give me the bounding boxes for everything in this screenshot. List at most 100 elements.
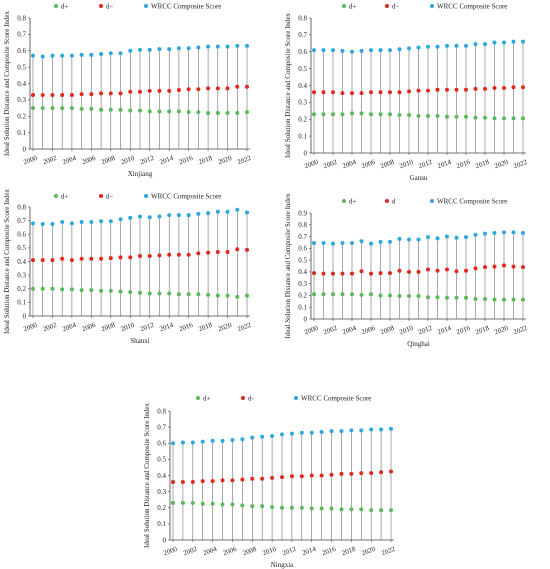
x-tick-label: 2004 [341, 158, 357, 170]
point-d-minus [312, 90, 316, 95]
point-d-plus [369, 112, 373, 117]
point-d-plus [407, 294, 411, 299]
point-d-minus [331, 271, 335, 276]
point-composite [60, 53, 65, 58]
point-d-minus [99, 91, 104, 96]
y-tick-label: 0.6 [298, 48, 307, 56]
point-d-plus [445, 114, 449, 119]
point-d-minus [369, 471, 374, 476]
point-d-minus [397, 90, 402, 95]
y-axis-label: Ideal Solution Distance and Composite Sc… [284, 12, 292, 158]
point-d-minus [138, 89, 142, 94]
point-composite [350, 241, 354, 246]
point-composite [378, 48, 383, 53]
legend-label: d+ [61, 3, 69, 11]
point-composite [511, 39, 516, 44]
point-composite [521, 39, 525, 44]
point-d-minus [176, 88, 181, 93]
x-axis-label: Qinghai [407, 340, 430, 348]
point-d-minus [511, 264, 516, 269]
point-d-minus [299, 474, 304, 479]
point-d-plus [176, 292, 181, 297]
point-d-plus [225, 293, 230, 298]
point-d-minus [445, 267, 449, 272]
x-axis-label: Gansu [410, 174, 428, 182]
point-composite [240, 437, 245, 442]
point-d-plus [69, 106, 74, 111]
point-d-minus [69, 258, 74, 263]
x-axis-label: Shanxi [130, 337, 150, 345]
legend-label: d− [392, 3, 400, 11]
point-d-plus [220, 502, 225, 507]
y-tick-label: 0.1 [298, 132, 307, 140]
legend-marker [144, 4, 148, 8]
point-d-minus [60, 92, 65, 97]
legend-label: WRCC Composite Score [301, 395, 371, 403]
point-d-plus [138, 290, 142, 295]
point-d-plus [369, 508, 374, 513]
y-tick-label: 0.2 [298, 116, 307, 124]
point-composite [331, 241, 335, 246]
y-tick-label: 0.4 [298, 82, 307, 90]
point-composite [225, 209, 230, 214]
point-d-plus [50, 286, 55, 291]
point-composite [235, 207, 240, 212]
point-d-plus [157, 291, 162, 296]
point-d-minus [521, 265, 525, 270]
point-composite [350, 49, 354, 54]
x-tick-label: 2002 [322, 324, 338, 336]
x-tick-label: 2010 [398, 324, 414, 336]
point-d-minus [464, 268, 468, 273]
x-tick-label: 2022 [380, 545, 396, 557]
y-tick-label: 0.3 [17, 96, 26, 104]
point-composite [416, 237, 421, 242]
point-d-plus [40, 106, 45, 111]
legend-marker [385, 199, 389, 203]
y-tick-label: 0.7 [17, 31, 26, 39]
point-d-plus [196, 292, 201, 297]
point-composite [349, 428, 354, 433]
point-d-plus [445, 295, 449, 300]
point-d-minus [210, 479, 215, 484]
y-tick-label: 0.2 [157, 504, 166, 512]
point-d-minus [350, 91, 354, 96]
y-tick-label: 0.5 [298, 256, 307, 264]
x-tick-label: 2002 [42, 154, 58, 166]
point-d-plus [502, 116, 506, 121]
point-composite [521, 231, 525, 236]
point-composite [445, 43, 449, 48]
x-tick-label: 2014 [436, 324, 452, 336]
x-tick-label: 2022 [236, 154, 252, 166]
point-d-minus [190, 479, 195, 484]
legend-marker [99, 4, 103, 8]
point-composite [426, 235, 430, 240]
point-d-minus [492, 86, 497, 91]
x-tick-label: 2018 [341, 545, 357, 557]
point-d-plus [435, 295, 440, 300]
y-tick-label: 0.2 [17, 285, 26, 293]
point-d-plus [359, 111, 364, 116]
point-d-plus [206, 110, 211, 115]
point-d-plus [260, 504, 265, 509]
point-d-minus [147, 254, 152, 259]
point-d-plus [521, 297, 525, 302]
point-d-minus [31, 92, 35, 97]
point-d-plus [492, 297, 497, 302]
y-tick-label: 0.3 [17, 271, 26, 279]
point-composite [176, 46, 181, 51]
x-tick-label: 2012 [281, 545, 297, 557]
point-d-minus [319, 473, 324, 478]
point-d-minus [378, 90, 383, 95]
x-tick-label: 2008 [379, 158, 395, 170]
point-composite [388, 239, 392, 244]
y-tick-label: 0.1 [157, 520, 166, 528]
y-tick-label: 0.3 [298, 280, 307, 288]
point-composite [492, 40, 497, 45]
x-tick-label: 2004 [341, 324, 357, 336]
y-tick-label: 0.5 [157, 456, 166, 464]
point-d-minus [359, 471, 364, 476]
point-composite [407, 237, 411, 242]
x-tick-label: 2010 [398, 158, 414, 170]
point-d-minus [464, 87, 468, 92]
point-d-minus [240, 477, 245, 482]
